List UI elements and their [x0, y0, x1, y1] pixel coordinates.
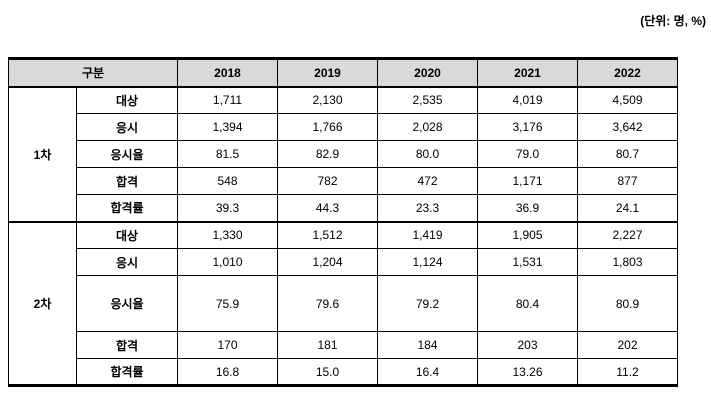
- header-year-2021: 2021: [477, 58, 578, 88]
- header-year-2019: 2019: [277, 58, 378, 88]
- table-cell: 3,642: [577, 113, 678, 141]
- table-row: 응시율 75.9 79.6 79.2 80.4 80.9: [9, 275, 678, 332]
- table-cell: 15.0: [277, 358, 378, 386]
- header-category: 구분: [8, 58, 178, 88]
- row-label: 대상: [76, 86, 178, 114]
- table-cell: 181: [277, 331, 378, 359]
- table-cell: 1,204: [277, 248, 378, 276]
- table-row: 합격 170 181 184 203 202: [9, 331, 678, 359]
- table-cell: 16.4: [377, 358, 478, 386]
- table-cell: 4,509: [577, 86, 678, 114]
- table-cell: 2,028: [377, 113, 478, 141]
- table-cell: 1,330: [177, 220, 278, 249]
- row-label: 합격률: [76, 358, 178, 386]
- table-cell: 548: [177, 167, 278, 195]
- table-cell: 80.7: [577, 140, 678, 168]
- header-year-2022: 2022: [577, 58, 678, 88]
- table-cell: 16.8: [177, 358, 278, 386]
- table-cell: 80.9: [577, 275, 678, 332]
- row-label: 대상: [76, 220, 178, 249]
- header-row: 구분 2018 2019 2020 2021 2022: [8, 58, 678, 88]
- table-cell: 2,535: [377, 86, 478, 114]
- table-cell: 1,531: [477, 248, 578, 276]
- table-cell: 1,512: [277, 220, 378, 249]
- table-cell: 170: [177, 331, 278, 359]
- row-label: 합격: [76, 331, 178, 359]
- table-cell: 39.3: [177, 194, 278, 222]
- table-cell: 80.4: [477, 275, 578, 332]
- table-cell: 184: [377, 331, 478, 359]
- group-label-round1: 1차: [8, 86, 77, 222]
- table-cell: 2,130: [277, 86, 378, 114]
- table-cell: 472: [377, 167, 478, 195]
- table-cell: 1,171: [477, 167, 578, 195]
- table-cell: 1,124: [377, 248, 478, 276]
- table-cell: 2,227: [577, 220, 678, 249]
- table-cell: 79.2: [377, 275, 478, 332]
- group-label-round2: 2차: [8, 220, 77, 386]
- table-row: 합격 548 782 472 1,171 877: [9, 167, 678, 195]
- table-cell: 23.3: [377, 194, 478, 222]
- row-label: 합격률: [76, 194, 178, 222]
- table-cell: 11.2: [577, 358, 678, 386]
- table-cell: 203: [477, 331, 578, 359]
- table-row: 합격률 39.3 44.3 23.3 36.9 24.1: [9, 194, 678, 222]
- table-cell: 1,419: [377, 220, 478, 249]
- table-cell: 79.0: [477, 140, 578, 168]
- table-cell: 13.26: [477, 358, 578, 386]
- row-label: 응시율: [76, 275, 178, 332]
- table-cell: 202: [577, 331, 678, 359]
- table-cell: 782: [277, 167, 378, 195]
- table-cell: 1,803: [577, 248, 678, 276]
- row-label: 응시: [76, 248, 178, 276]
- table-cell: 4,019: [477, 86, 578, 114]
- row-label: 합격: [76, 167, 178, 195]
- table-row: 합격률 16.8 15.0 16.4 13.26 11.2: [9, 358, 678, 386]
- table-cell: 44.3: [277, 194, 378, 222]
- table-cell: 1,010: [177, 248, 278, 276]
- table-cell: 1,394: [177, 113, 278, 141]
- row-label: 응시: [76, 113, 178, 141]
- unit-label: (단위: 명, %): [640, 14, 706, 28]
- table-row: 2차 대상 1,330 1,512 1,419 1,905 2,227: [8, 220, 678, 386]
- table-cell: 24.1: [577, 194, 678, 222]
- header-year-2020: 2020: [377, 58, 478, 88]
- table-cell: 877: [577, 167, 678, 195]
- row-label: 응시율: [76, 140, 178, 168]
- table-cell: 80.0: [377, 140, 478, 168]
- table-cell: 1,766: [277, 113, 378, 141]
- table-cell: 36.9: [477, 194, 578, 222]
- table-cell: 82.9: [277, 140, 378, 168]
- table-row: 1차 대상 1,711 2,130 2,535 4,019 4,509: [8, 86, 678, 222]
- table-cell: 79.6: [277, 275, 378, 332]
- table-cell: 81.5: [177, 140, 278, 168]
- header-year-2018: 2018: [177, 58, 278, 88]
- table-row: 응시 1,010 1,204 1,124 1,531 1,803: [9, 248, 678, 276]
- table-cell: 1,711: [177, 86, 278, 114]
- table-row: 응시 1,394 1,766 2,028 3,176 3,642: [9, 113, 678, 141]
- statistics-table: 구분 2018 2019 2020 2021 2022 1차 대상 1,711 …: [8, 57, 678, 387]
- table-cell: 1,905: [477, 220, 578, 249]
- table-cell: 3,176: [477, 113, 578, 141]
- table-cell: 75.9: [177, 275, 278, 332]
- table-row: 응시율 81.5 82.9 80.0 79.0 80.7: [9, 140, 678, 168]
